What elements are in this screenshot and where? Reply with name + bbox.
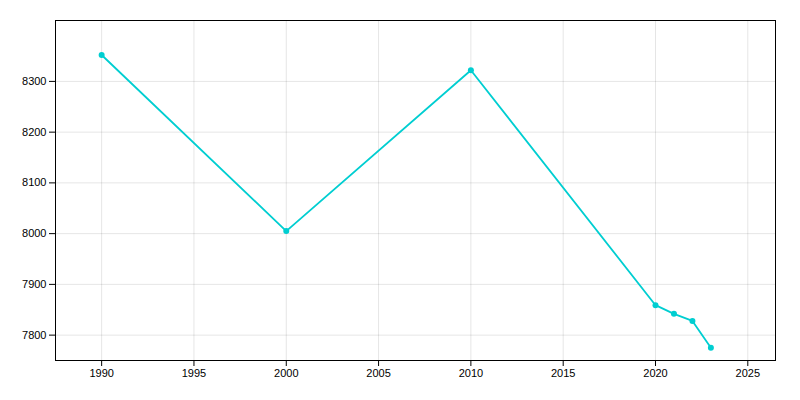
svg-text:8300: 8300 (22, 75, 46, 87)
svg-text:2005: 2005 (366, 367, 390, 379)
svg-text:2015: 2015 (551, 367, 575, 379)
svg-text:8200: 8200 (22, 126, 46, 138)
svg-text:2000: 2000 (274, 367, 298, 379)
svg-text:7800: 7800 (22, 329, 46, 341)
svg-text:8000: 8000 (22, 227, 46, 239)
svg-text:2020: 2020 (643, 367, 667, 379)
svg-text:2010: 2010 (459, 367, 483, 379)
svg-text:8100: 8100 (22, 176, 46, 188)
svg-text:7900: 7900 (22, 278, 46, 290)
svg-text:1995: 1995 (182, 367, 206, 379)
svg-text:1990: 1990 (89, 367, 113, 379)
svg-text:2025: 2025 (736, 367, 760, 379)
